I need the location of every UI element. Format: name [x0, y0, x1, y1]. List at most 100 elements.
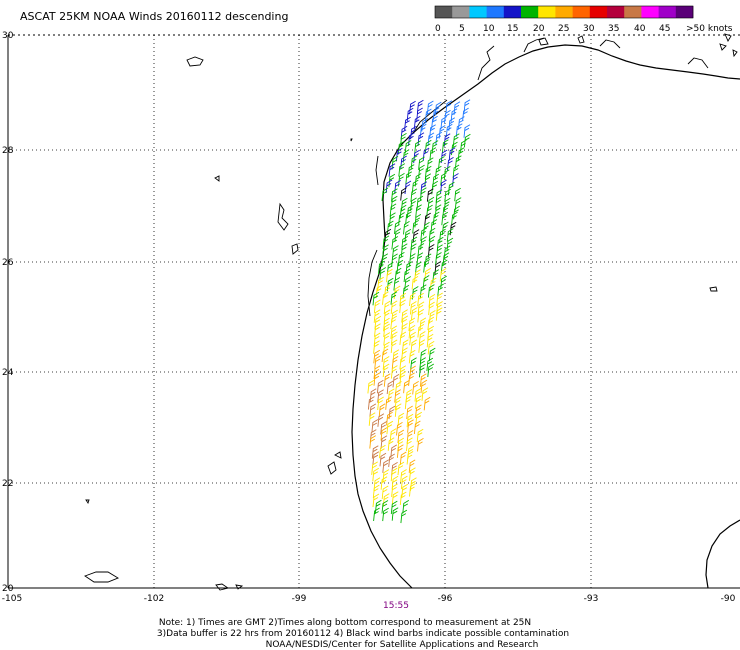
latitude-labels: 30 28 26 24 22 20	[2, 31, 14, 594]
wind-barb	[413, 420, 421, 435]
wind-barb	[384, 228, 392, 243]
wind-barb	[386, 268, 393, 283]
wind-barb	[438, 125, 446, 139]
wind-barb	[438, 156, 445, 170]
wind-barb	[429, 277, 437, 292]
wind-barb	[420, 379, 428, 394]
wind-barb	[448, 147, 456, 161]
wind-barb	[373, 477, 381, 491]
wind-barb	[404, 116, 411, 131]
wind-barb	[368, 412, 376, 426]
lat-label-20: 20	[2, 584, 14, 594]
wind-barb	[388, 163, 396, 177]
lon-label-99: -99	[292, 594, 307, 604]
wind-barb	[406, 413, 414, 428]
wind-barb	[407, 419, 414, 433]
wind-barb	[391, 188, 398, 202]
wind-barb	[390, 365, 398, 379]
wind-barb	[390, 291, 398, 305]
wind-barb	[385, 396, 392, 410]
wind-barb	[399, 371, 407, 385]
legend-color-boxes	[434, 5, 694, 19]
wind-barb	[414, 214, 422, 228]
map-title: ASCAT 25KM NOAA Winds 20160112 descendin…	[20, 10, 288, 23]
wind-barb	[409, 292, 416, 307]
wind-barb	[400, 243, 408, 257]
wind-barb	[390, 331, 398, 345]
wind-barb	[414, 140, 421, 154]
wind-barb	[383, 309, 391, 323]
wind-barb	[373, 365, 381, 379]
wind-barb	[408, 132, 415, 146]
wind-barb	[394, 267, 402, 282]
wind-barb	[369, 403, 377, 417]
wind-barb	[401, 309, 408, 323]
wind-barb	[371, 445, 379, 459]
wind-barb	[399, 356, 407, 370]
wind-barb	[381, 187, 389, 202]
wind-barb	[447, 157, 454, 171]
wind-barb	[440, 179, 447, 194]
wind-barb	[414, 173, 422, 187]
wind-barb	[406, 405, 413, 420]
footer-note-line1: Note: 1) Times are GMT 2)Times along bot…	[159, 618, 531, 628]
wind-barb	[382, 363, 390, 378]
wind-barb	[401, 323, 408, 337]
wind-barb	[416, 252, 424, 266]
wind-barb	[462, 107, 469, 122]
wind-barb	[427, 196, 435, 211]
wind-barb	[418, 363, 426, 378]
wind-barb	[394, 389, 401, 403]
wind-barb	[371, 419, 379, 433]
footer-note-line2: 3)Data buffer is 22 hrs from 20160112 4)…	[157, 629, 569, 639]
wind-barb	[398, 163, 406, 177]
wind-barb	[401, 236, 409, 250]
wind-barb	[377, 389, 384, 403]
legend-color-box	[469, 6, 487, 18]
wind-barb	[399, 491, 407, 506]
wind-barb	[435, 252, 442, 266]
wind-barb	[381, 253, 389, 267]
wind-barb	[415, 404, 422, 418]
legend-tick-40: 40	[634, 24, 646, 34]
wind-barb	[445, 123, 453, 138]
wind-barb	[406, 437, 413, 451]
wind-barb	[379, 267, 387, 281]
wind-barb	[403, 268, 411, 283]
wind-barb	[406, 451, 414, 465]
wind-barb	[428, 235, 436, 250]
wind-barb	[367, 380, 375, 394]
legend-tick-20: 20	[533, 24, 545, 34]
wind-barb	[404, 395, 412, 410]
legend-tick-labels: 0 5 10 15 20 25 30 35 40 45 >50 knots	[435, 24, 733, 34]
lat-label-30: 30	[2, 31, 14, 41]
wind-barb	[373, 507, 380, 522]
wind-barb	[397, 252, 405, 266]
wind-barb	[378, 260, 385, 275]
wind-barb	[408, 325, 416, 339]
wind-barb	[408, 372, 415, 386]
wind-barb	[396, 444, 404, 458]
wind-barb	[409, 100, 416, 115]
wind-barb	[388, 405, 396, 420]
graticule	[8, 35, 740, 588]
wind-barb	[391, 475, 399, 490]
lat-label-24: 24	[2, 368, 14, 378]
wind-barb	[410, 339, 418, 353]
wind-barb	[410, 357, 417, 371]
legend-tick-5: 5	[459, 24, 465, 34]
wind-barb	[379, 452, 387, 467]
wind-barb	[390, 500, 398, 515]
legend-color-box	[641, 6, 659, 18]
wind-barb	[424, 108, 432, 123]
wind-barb	[437, 283, 444, 298]
wind-barb	[451, 211, 458, 226]
wind-barb	[372, 291, 380, 306]
wind-barb	[403, 221, 410, 235]
wind-barb	[426, 357, 434, 372]
wind-barb	[383, 300, 391, 315]
wind-barb	[397, 429, 405, 444]
wind-barb	[417, 132, 425, 146]
wind-barb	[410, 197, 417, 211]
